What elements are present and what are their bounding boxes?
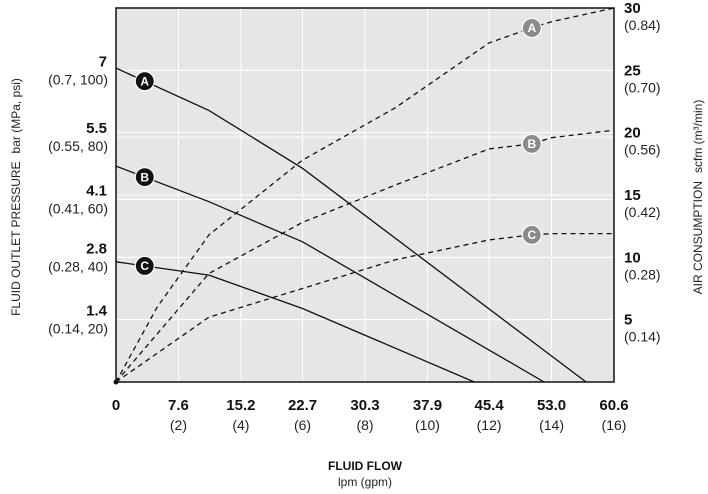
y-left-axis-units: bar (MPa, psi) [9,78,23,153]
x-tick-label: 45.4 [474,397,504,414]
y-left-tick-label: 2.8 [86,240,107,257]
x-tick-label: 30.3 [350,397,379,414]
series-marker-label-air-c: C [527,228,536,242]
y-right-tick-sublabel: (0.84) [624,17,661,33]
y-left-tick-sublabel: (0.7, 100) [48,71,108,87]
y-left-axis-title-text: FLUID OUTLET PRESSURE [9,161,23,315]
series-marker-pressure-a [134,71,155,92]
y-left-tick-label: 1.4 [86,303,108,320]
x-tick-sublabel: (4) [232,417,249,433]
x-tick-sublabel: (2) [170,417,187,433]
series-marker-label-pressure-b: B [140,170,149,184]
series-marker-label-pressure-a: A [140,75,149,89]
series-line-air-c [115,232,614,383]
series-marker-label-pressure-c: C [140,259,149,273]
x-tick-sublabel: (14) [539,417,564,433]
y-left-tick-label: 5.5 [86,120,107,137]
series-marker-pressure-b [134,166,155,188]
x-tick-label: 0 [112,397,120,414]
y-right-tick-sublabel: (0.14) [624,329,661,345]
series-line-pressure-a [115,67,587,383]
plot-frame [115,7,615,383]
series-line-pressure-b [115,165,545,383]
y-left-tick-sublabel: (0.41, 60) [48,200,108,216]
x-axis-units: lpm (gpm) [338,475,392,489]
series-line-air-a [115,7,615,383]
y-right-axis-title-text: AIR CONSUMPTION [691,181,705,294]
y-right-axis-title: AIR CONSUMPTION scfm (m³/min) [691,100,705,295]
y-left-tick-label: 4.1 [86,182,107,199]
y-left-tick-sublabel: (0.14, 20) [48,321,108,337]
y-right-tick-sublabel: (0.42) [624,204,661,220]
y-right-tick-label: 5 [624,312,632,329]
y-right-tick-label: 10 [624,249,641,266]
x-tick-label: 7.6 [168,397,189,414]
x-tick-label: 60.6 [599,397,628,414]
y-left-axis-title: FLUID OUTLET PRESSURE bar (MPa, psi) [9,78,23,316]
x-tick-label: 37.9 [413,397,442,414]
y-left-tick-sublabel: (0.55, 80) [48,138,108,154]
series-line-pressure-c [115,261,475,383]
y-right-tick-label: 20 [624,125,641,142]
series-marker-air-a [521,17,542,39]
y-right-tick-label: 15 [624,187,641,204]
x-tick-label: 22.7 [288,397,317,414]
series-line-air-b [115,129,615,383]
x-axis-title: FLUID FLOW [328,459,403,473]
x-tick-label: 15.2 [226,397,255,414]
y-right-tick-sublabel: (0.56) [624,142,661,158]
y-right-tick-label: 25 [624,62,641,79]
x-tick-label: 53.0 [537,397,566,414]
y-right-tick-label: 30 [624,0,641,17]
y-left-tick-sublabel: (0.28, 40) [48,258,108,274]
x-tick-sublabel: (12) [477,417,502,433]
series-marker-label-air-b: B [527,137,536,151]
x-tick-sublabel: (16) [602,417,627,433]
x-tick-sublabel: (8) [356,417,373,433]
y-right-tick-sublabel: (0.28) [624,266,661,282]
y-left-tick-label: 7 [99,53,107,70]
series-marker-air-b [521,133,542,154]
y-right-tick-sublabel: (0.70) [624,79,661,95]
x-tick-sublabel: (6) [294,417,311,433]
series-marker-pressure-c [134,255,155,277]
y-right-axis-units: scfm (m³/min) [691,100,705,173]
series-marker-air-c [521,224,542,245]
x-tick-sublabel: (10) [415,417,440,433]
series-marker-label-air-a: A [527,21,536,35]
